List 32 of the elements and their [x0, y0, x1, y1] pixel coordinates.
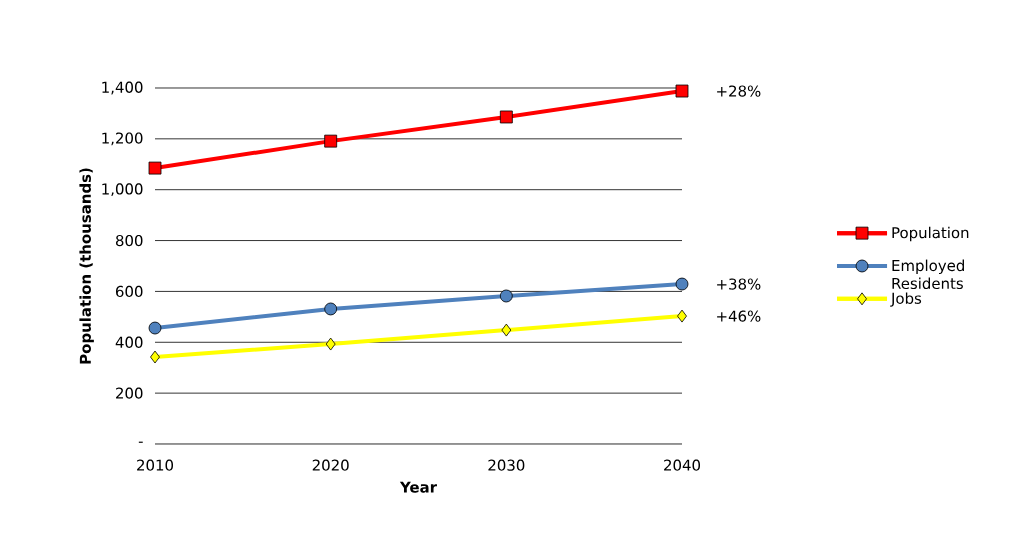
y-axis-title: Population (thousands): [79, 168, 94, 364]
x-tick-label: 2030: [488, 459, 525, 471]
y-tick-label: 1,000: [102, 183, 143, 197]
x-axis-title: Year: [399, 481, 437, 493]
y-tick-label: -: [138, 441, 143, 443]
x-tick-label: 2010: [137, 459, 174, 471]
y-tick-label: 400: [115, 336, 143, 348]
point: [499, 110, 513, 124]
y-tick-label: 1,200: [102, 132, 143, 146]
point: [324, 302, 338, 316]
point: [150, 350, 160, 364]
point: [148, 161, 162, 175]
point: [148, 321, 162, 335]
x-tick-label: 2020: [312, 459, 349, 471]
y-tick-label: 200: [116, 387, 143, 399]
annotation: +38%: [717, 278, 761, 290]
x-tick-label: 2040: [664, 459, 701, 471]
annotation: +28%: [717, 85, 761, 97]
legend-label: Jobs: [890, 292, 922, 307]
point: [499, 289, 513, 303]
y-tick-label: 1,400: [102, 81, 143, 95]
y-tick-label: 800: [115, 234, 143, 247]
point: [675, 277, 689, 291]
y-tick-label: 600: [116, 285, 143, 298]
point: [325, 337, 336, 351]
legend-label: Population: [892, 226, 969, 242]
point: [501, 323, 512, 337]
point: [675, 84, 689, 98]
point: [324, 134, 338, 148]
annotation: +46%: [717, 310, 761, 322]
point: [677, 309, 687, 323]
legend-label: Employed Residents: [892, 259, 964, 290]
